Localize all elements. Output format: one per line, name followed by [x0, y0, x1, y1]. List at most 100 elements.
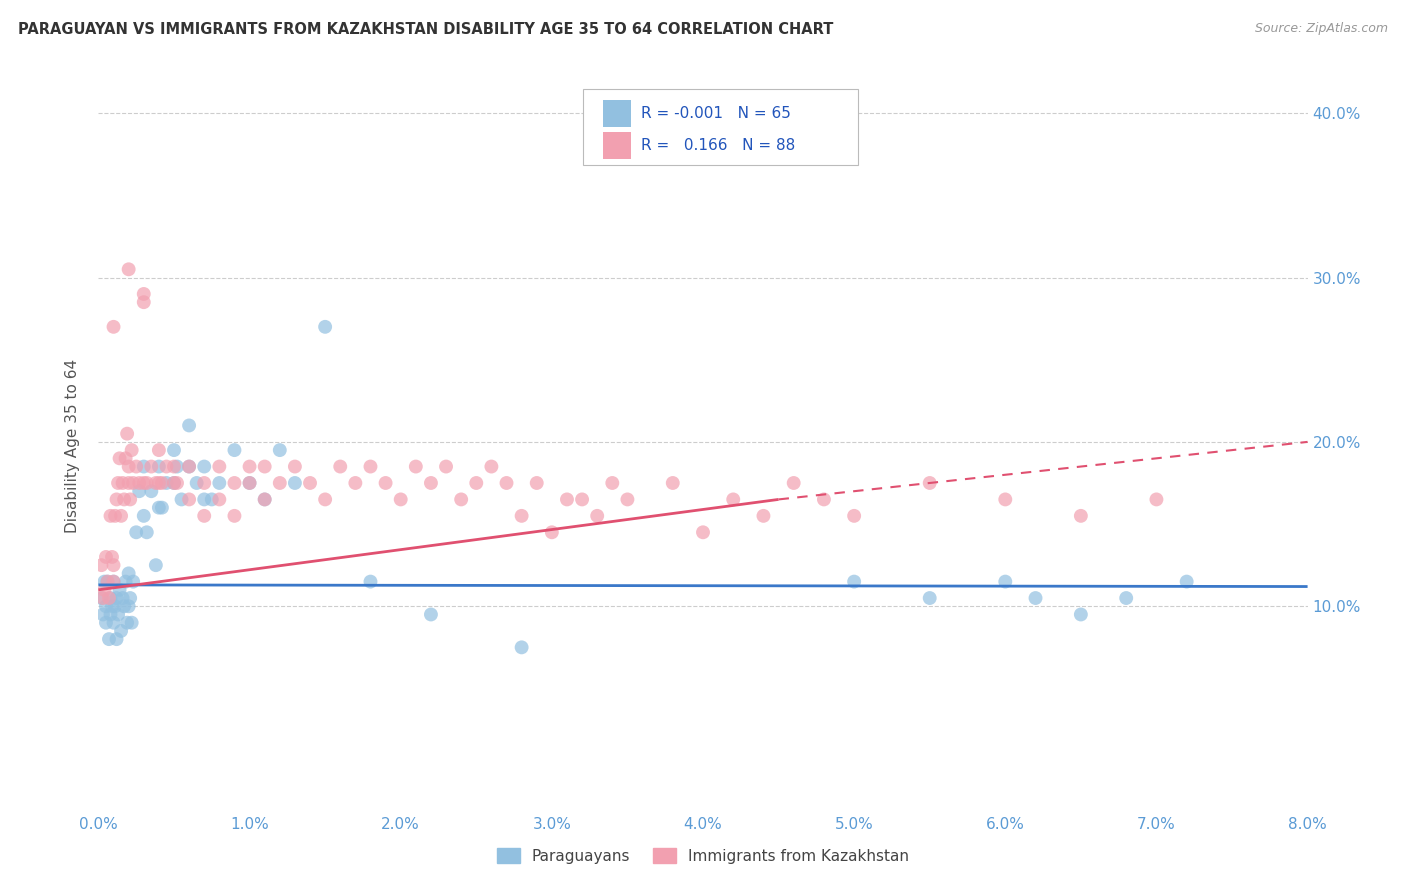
Point: [163, 475, 186, 490]
Point: [179, 459, 201, 474]
Text: R =   0.166   N = 88: R = 0.166 N = 88: [641, 138, 796, 153]
Point: [90, 558, 112, 573]
Point: [94, 549, 117, 564]
Point: [103, 319, 125, 334]
Point: [135, 475, 157, 490]
Point: [150, 475, 173, 490]
Point: [179, 492, 201, 507]
Point: [752, 508, 775, 523]
Point: [314, 319, 336, 334]
Point: [344, 475, 367, 490]
Point: [661, 475, 683, 490]
Point: [269, 475, 291, 490]
Point: [918, 591, 941, 605]
Point: [510, 640, 533, 655]
Point: [96, 574, 118, 589]
Point: [1070, 607, 1092, 622]
Point: [1175, 574, 1198, 589]
Point: [104, 508, 127, 523]
Point: [994, 574, 1017, 589]
Point: [114, 451, 136, 466]
Point: [148, 475, 170, 490]
Point: [193, 475, 215, 490]
Point: [239, 459, 262, 474]
Point: [616, 492, 638, 507]
Point: [122, 574, 145, 589]
Point: [125, 525, 148, 540]
Point: [108, 582, 131, 597]
Point: [101, 549, 124, 564]
Point: [108, 451, 131, 466]
Point: [118, 566, 141, 581]
Point: [107, 607, 129, 622]
Point: [360, 459, 382, 474]
Point: [128, 475, 150, 490]
Point: [91, 591, 114, 605]
Point: [783, 475, 806, 490]
Point: [100, 508, 122, 523]
Point: [98, 632, 121, 647]
Point: [96, 574, 118, 589]
Point: [193, 492, 215, 507]
Point: [148, 459, 170, 474]
Point: [450, 492, 472, 507]
Point: [179, 418, 201, 433]
Point: [110, 624, 132, 638]
Point: [93, 574, 115, 589]
Point: [224, 475, 246, 490]
Point: [284, 459, 307, 474]
Point: [98, 591, 121, 605]
Point: [105, 632, 128, 647]
Point: [253, 492, 276, 507]
Point: [253, 459, 276, 474]
Point: [329, 459, 352, 474]
Point: [481, 459, 503, 474]
Point: [132, 459, 155, 474]
Point: [121, 443, 143, 458]
Text: Source: ZipAtlas.com: Source: ZipAtlas.com: [1254, 22, 1388, 36]
Point: [844, 508, 866, 523]
Point: [224, 443, 246, 458]
Point: [111, 591, 134, 605]
Point: [163, 443, 186, 458]
Point: [135, 525, 157, 540]
Point: [118, 459, 141, 474]
Point: [253, 492, 276, 507]
Point: [132, 475, 155, 490]
Point: [107, 475, 129, 490]
Point: [465, 475, 488, 490]
Point: [132, 508, 155, 523]
Point: [141, 459, 163, 474]
Point: [118, 599, 141, 614]
Point: [103, 615, 125, 630]
Point: [1115, 591, 1137, 605]
Point: [150, 500, 173, 515]
Text: R = -0.001   N = 65: R = -0.001 N = 65: [641, 106, 792, 120]
Point: [94, 615, 117, 630]
Point: [132, 287, 155, 301]
Point: [1146, 492, 1168, 507]
Point: [1025, 591, 1047, 605]
Point: [155, 475, 177, 490]
Point: [571, 492, 593, 507]
Point: [103, 574, 125, 589]
Point: [193, 459, 215, 474]
Point: [100, 607, 122, 622]
Point: [389, 492, 412, 507]
Point: [526, 475, 548, 490]
Point: [918, 475, 941, 490]
Point: [100, 591, 122, 605]
Point: [115, 426, 138, 441]
Point: [405, 459, 427, 474]
Point: [201, 492, 224, 507]
Point: [105, 591, 128, 605]
Point: [91, 607, 114, 622]
Point: [314, 492, 336, 507]
Point: [208, 492, 231, 507]
Point: [101, 599, 124, 614]
Point: [208, 475, 231, 490]
Point: [179, 459, 201, 474]
Point: [170, 492, 193, 507]
Point: [420, 607, 443, 622]
Point: [111, 475, 134, 490]
